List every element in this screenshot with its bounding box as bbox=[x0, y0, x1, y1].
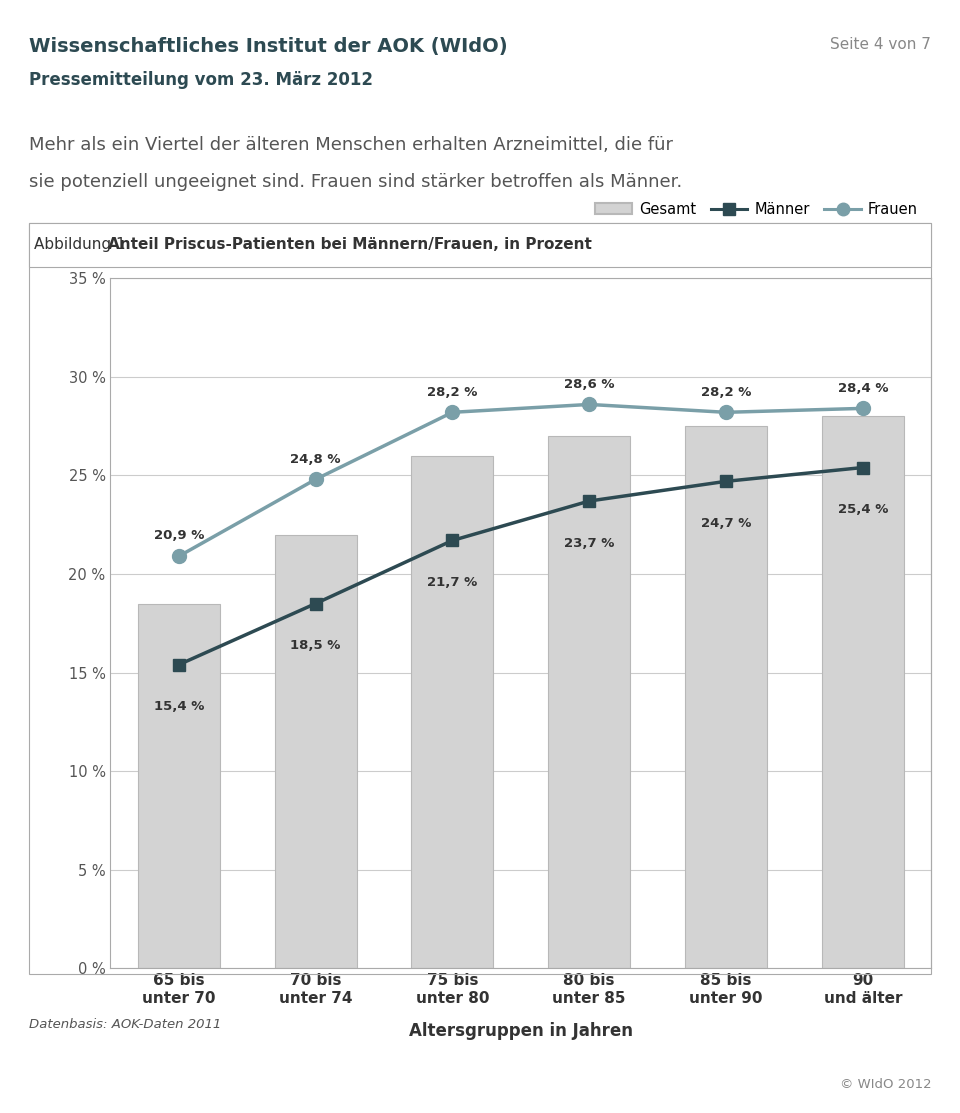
Bar bbox=[548, 436, 630, 968]
Bar bbox=[138, 603, 220, 968]
Text: 18,5 %: 18,5 % bbox=[291, 639, 341, 652]
Text: © WIdO 2012: © WIdO 2012 bbox=[840, 1077, 931, 1091]
Bar bbox=[822, 416, 903, 968]
Text: 23,7 %: 23,7 % bbox=[564, 536, 614, 550]
Text: 28,6 %: 28,6 % bbox=[564, 377, 614, 391]
Text: Abbildung 1:: Abbildung 1: bbox=[34, 237, 135, 253]
Text: Pressemitteilung vom 23. März 2012: Pressemitteilung vom 23. März 2012 bbox=[29, 71, 372, 89]
Bar bbox=[411, 455, 493, 968]
Text: 28,4 %: 28,4 % bbox=[837, 382, 888, 395]
Text: 24,7 %: 24,7 % bbox=[701, 516, 751, 530]
Text: Anteil Priscus-Patienten bei Männern/Frauen, in Prozent: Anteil Priscus-Patienten bei Männern/Fra… bbox=[108, 237, 592, 253]
Text: Seite 4 von 7: Seite 4 von 7 bbox=[830, 37, 931, 51]
Text: 24,8 %: 24,8 % bbox=[290, 453, 341, 465]
Bar bbox=[275, 534, 357, 968]
Text: 28,2 %: 28,2 % bbox=[701, 385, 751, 398]
X-axis label: Altersgruppen in Jahren: Altersgruppen in Jahren bbox=[409, 1022, 633, 1041]
Text: 21,7 %: 21,7 % bbox=[427, 575, 477, 589]
Text: sie potenziell ungeeignet sind. Frauen sind stärker betroffen als Männer.: sie potenziell ungeeignet sind. Frauen s… bbox=[29, 173, 682, 190]
Text: 25,4 %: 25,4 % bbox=[838, 503, 888, 516]
Bar bbox=[685, 426, 767, 968]
Text: 15,4 %: 15,4 % bbox=[154, 700, 204, 713]
Text: Mehr als ein Viertel der älteren Menschen erhalten Arzneimittel, die für: Mehr als ein Viertel der älteren Mensche… bbox=[29, 136, 673, 154]
Legend: Gesamt, Männer, Frauen: Gesamt, Männer, Frauen bbox=[589, 196, 924, 223]
Text: Datenbasis: AOK-Daten 2011: Datenbasis: AOK-Daten 2011 bbox=[29, 1018, 221, 1032]
Text: Wissenschaftliches Institut der AOK (WIdO): Wissenschaftliches Institut der AOK (WId… bbox=[29, 37, 508, 56]
Text: 20,9 %: 20,9 % bbox=[154, 530, 204, 542]
Text: 28,2 %: 28,2 % bbox=[427, 385, 477, 398]
